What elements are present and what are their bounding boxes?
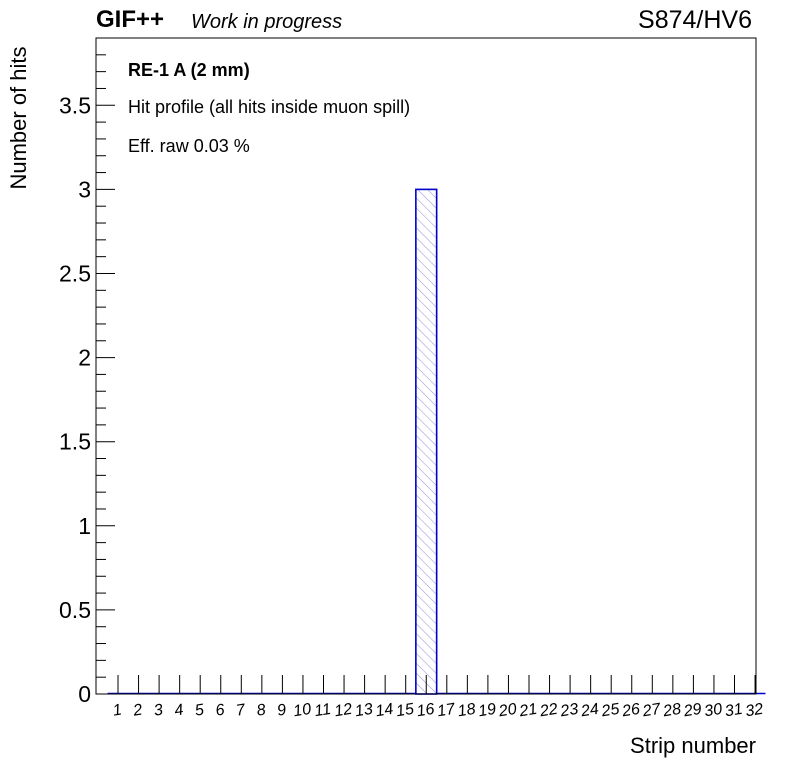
x-tick-label: 3: [153, 701, 165, 719]
x-tick-label: 10: [292, 701, 312, 721]
x-tick-label: 8: [255, 701, 267, 719]
x-tick-label: 28: [661, 701, 682, 721]
y-axis: 0 0.5 1 1.5 2 2.5 3 3.5: [59, 37, 115, 707]
y-tick-label: 2: [78, 345, 91, 371]
x-tick-label: 4: [173, 701, 185, 719]
experiment-label: GIF++: [96, 6, 165, 33]
x-tick-label: 15: [395, 701, 415, 721]
x-tick-label: 30: [703, 701, 723, 721]
profile-label: Hit profile (all hits inside muon spill): [128, 97, 411, 117]
y-tick-label: 3: [78, 176, 91, 202]
x-tick-label: 11: [313, 701, 332, 720]
x-tick-label: 6: [214, 701, 226, 719]
x-tick-label: 1: [112, 701, 123, 719]
x-tick-label: 12: [333, 701, 353, 721]
y-tick-label: 2.5: [59, 260, 91, 286]
x-tick-label: 32: [744, 701, 764, 721]
x-axis: 1 2 3 4 5 6 7 8 9 10 11 12 13 14 15 16 17 18 19 20 21 22 23 24 2…: [112, 675, 765, 720]
status-label: Work in progress: [191, 11, 343, 33]
x-tick-label: 16: [415, 701, 435, 721]
x-tick-label: 21: [517, 701, 538, 721]
x-tick-label: 13: [354, 701, 374, 721]
y-tick-label: 1: [78, 513, 91, 539]
x-tick-label: 22: [538, 701, 559, 721]
x-tick-label: 31: [724, 701, 744, 721]
x-tick-label: 19: [477, 701, 497, 721]
bar-strip-16: [415, 188, 438, 695]
x-tick-label: 27: [640, 701, 662, 721]
y-tick-label: 0.5: [59, 597, 91, 623]
x-tick-label: 9: [276, 701, 288, 719]
y-tick-label: 0: [78, 681, 91, 707]
bars-layer: [107, 188, 766, 695]
x-tick-label: 26: [620, 701, 641, 721]
y-tick-label: 1.5: [59, 429, 91, 455]
x-tick-label: 23: [558, 701, 579, 721]
x-tick-label: 17: [436, 701, 457, 721]
x-axis-title: Strip number: [630, 733, 756, 758]
x-tick-label: 20: [497, 701, 518, 721]
efficiency-label: Eff. raw 0.03 %: [128, 136, 250, 156]
x-tick-label: 29: [682, 701, 703, 721]
y-tick-label: 3.5: [59, 92, 91, 118]
x-tick-label: 5: [194, 701, 206, 719]
x-tick-label: 24: [579, 701, 600, 721]
x-tick-label: 14: [374, 701, 394, 721]
x-tick-label: 7: [235, 701, 248, 719]
x-tick-label: 2: [131, 701, 144, 719]
y-axis-title: Number of hits: [6, 46, 31, 190]
chamber-label: RE-1 A (2 mm): [128, 60, 250, 80]
run-id-label: S874/HV6: [638, 6, 752, 34]
x-tick-label: 25: [599, 701, 620, 721]
x-tick-label: 18: [457, 701, 477, 721]
